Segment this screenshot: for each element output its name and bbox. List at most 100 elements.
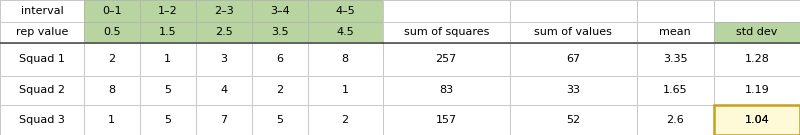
Bar	[637, 43, 714, 76]
Bar	[382, 105, 510, 135]
Text: 2: 2	[108, 54, 115, 64]
Bar	[637, 105, 714, 135]
Text: 83: 83	[439, 85, 454, 95]
Text: 2.5: 2.5	[214, 27, 233, 37]
Text: 8: 8	[108, 85, 115, 95]
Text: 1.28: 1.28	[745, 54, 770, 64]
Text: 2–3: 2–3	[214, 6, 234, 16]
Bar	[637, 76, 714, 105]
Text: 3–4: 3–4	[270, 6, 290, 16]
Bar	[714, 43, 800, 76]
Bar	[84, 0, 140, 22]
Bar	[714, 76, 800, 105]
Bar	[307, 0, 382, 22]
Bar	[382, 0, 510, 22]
Text: 1: 1	[342, 85, 349, 95]
Text: 6: 6	[276, 54, 283, 64]
Text: sum of squares: sum of squares	[403, 27, 489, 37]
Text: 157: 157	[436, 115, 457, 125]
Bar	[140, 0, 196, 22]
Text: 52: 52	[566, 115, 580, 125]
Bar	[140, 105, 196, 135]
Bar	[637, 22, 714, 43]
Bar	[0, 43, 84, 76]
Text: 0–1: 0–1	[102, 6, 122, 16]
Text: interval: interval	[21, 6, 63, 16]
Bar	[714, 105, 800, 135]
Bar	[637, 43, 714, 76]
Text: 4: 4	[220, 85, 227, 95]
Bar	[307, 105, 382, 135]
Text: Squad 2: Squad 2	[19, 85, 65, 95]
Bar	[140, 43, 196, 76]
Bar	[714, 105, 800, 135]
Bar	[714, 22, 800, 43]
Bar	[510, 43, 637, 76]
Bar	[307, 105, 382, 135]
Text: 0.5: 0.5	[103, 27, 121, 37]
Bar	[382, 22, 510, 43]
Bar	[714, 0, 800, 22]
Bar	[307, 43, 382, 76]
Bar	[140, 76, 196, 105]
Bar	[140, 22, 196, 43]
Bar	[252, 43, 307, 76]
Text: 257: 257	[436, 54, 457, 64]
Text: 2: 2	[276, 85, 283, 95]
Bar	[382, 43, 510, 76]
Text: 67: 67	[566, 54, 580, 64]
Bar	[84, 43, 140, 76]
Text: 4–5: 4–5	[335, 6, 355, 16]
Bar	[510, 22, 637, 43]
Bar	[196, 105, 252, 135]
Bar	[307, 76, 382, 105]
Text: 2.6: 2.6	[666, 115, 684, 125]
Bar	[637, 0, 714, 22]
Bar	[510, 22, 637, 43]
Bar	[510, 0, 637, 22]
Text: 1.04: 1.04	[745, 115, 770, 125]
Bar	[196, 0, 252, 22]
Bar	[84, 76, 140, 105]
Bar	[0, 105, 84, 135]
Bar	[140, 76, 196, 105]
Bar	[382, 105, 510, 135]
Bar	[382, 0, 510, 22]
Bar	[510, 76, 637, 105]
Bar	[307, 0, 382, 22]
Bar	[252, 76, 307, 105]
Bar	[0, 22, 84, 43]
Bar	[714, 105, 800, 135]
Bar	[140, 43, 196, 76]
Bar	[84, 43, 140, 76]
Text: 1.19: 1.19	[745, 85, 770, 95]
Bar	[196, 105, 252, 135]
Bar	[0, 105, 84, 135]
Bar	[714, 22, 800, 43]
Bar	[252, 43, 307, 76]
Text: mean: mean	[659, 27, 691, 37]
Bar	[382, 22, 510, 43]
Text: rep value: rep value	[16, 27, 68, 37]
Text: 5: 5	[276, 115, 283, 125]
Bar	[637, 76, 714, 105]
Bar	[510, 105, 637, 135]
Bar	[0, 76, 84, 105]
Text: 1.04: 1.04	[745, 115, 770, 125]
Text: sum of values: sum of values	[534, 27, 612, 37]
Bar	[714, 0, 800, 22]
Bar	[0, 0, 84, 22]
Bar	[0, 43, 84, 76]
Text: 2: 2	[342, 115, 349, 125]
Bar	[84, 105, 140, 135]
Bar	[252, 105, 307, 135]
Bar	[307, 22, 382, 43]
Text: 8: 8	[342, 54, 349, 64]
Text: 1.5: 1.5	[159, 27, 177, 37]
Bar	[307, 43, 382, 76]
Bar	[140, 22, 196, 43]
Text: 5: 5	[164, 115, 171, 125]
Bar	[252, 0, 307, 22]
Bar	[510, 76, 637, 105]
Bar	[196, 76, 252, 105]
